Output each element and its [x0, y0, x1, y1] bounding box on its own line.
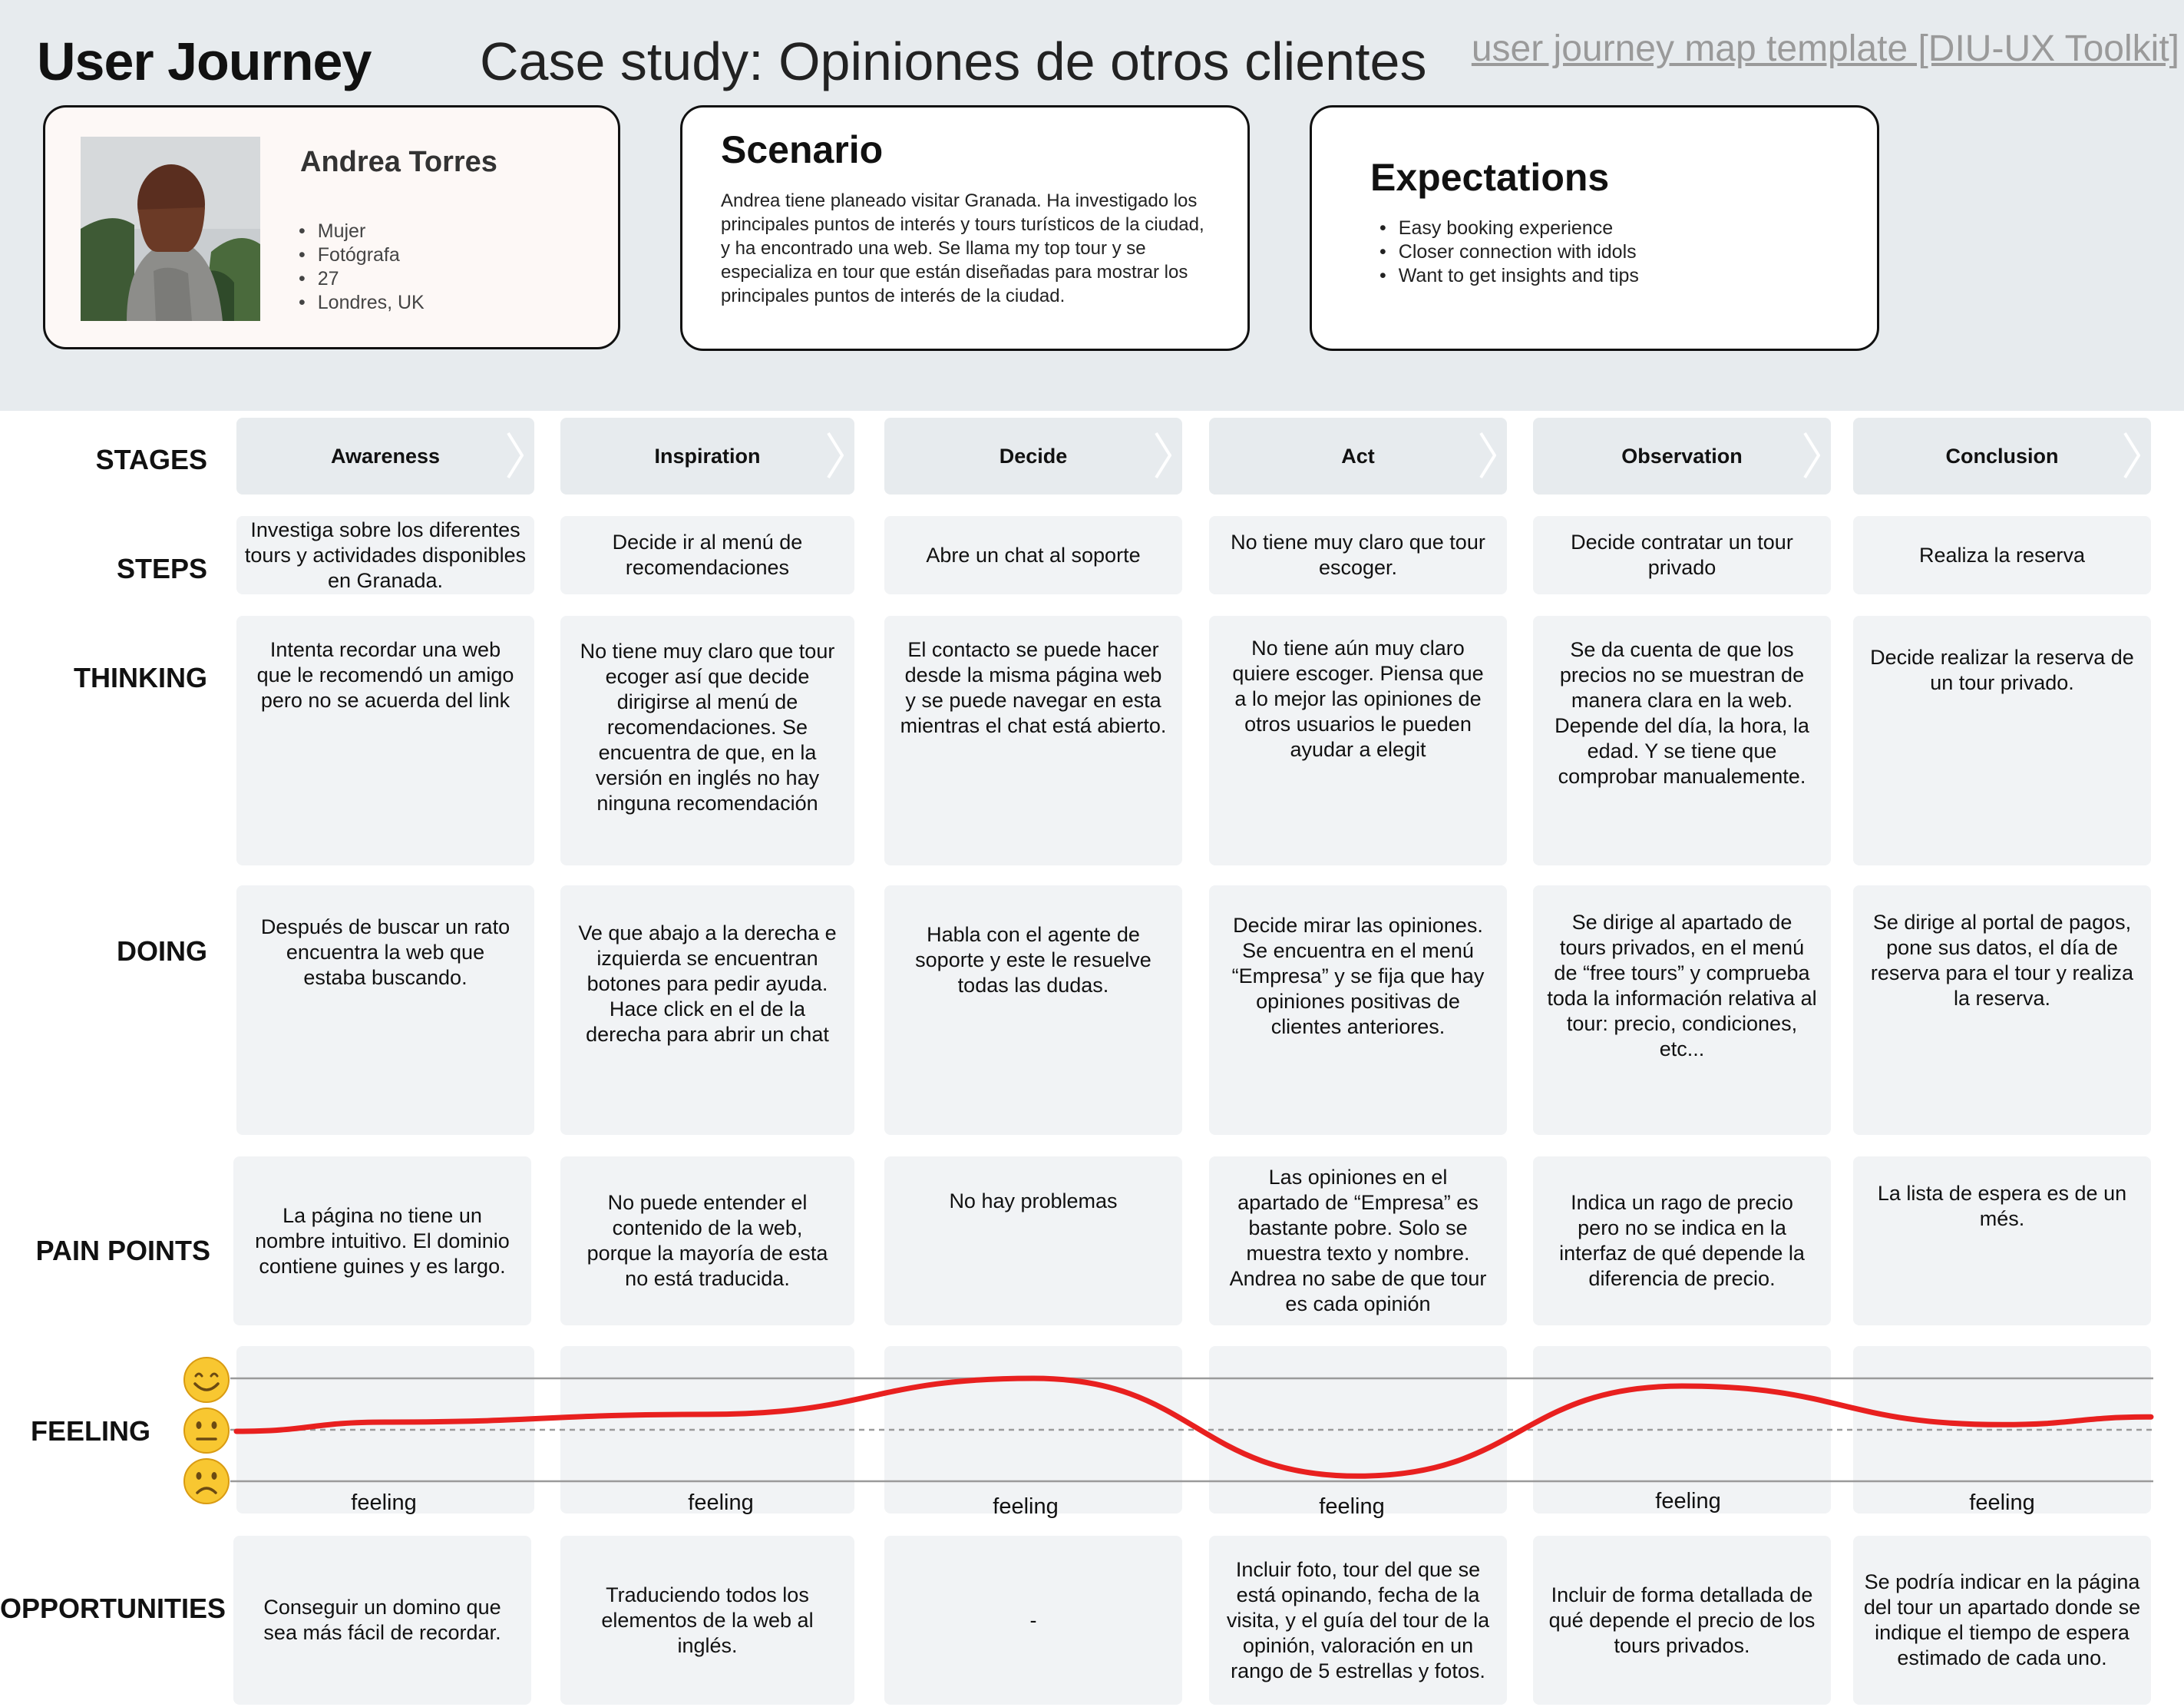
- step-cell: Decide ir al menú de recomendaciones: [560, 516, 854, 594]
- feeling-label: feeling: [1969, 1490, 2035, 1515]
- expectations-card: Expectations Easy booking experience Clo…: [1310, 105, 1879, 351]
- chevron-right-icon: [1155, 432, 1171, 479]
- step-cell: Decide contratar un tour privado: [1533, 516, 1831, 594]
- row-label-doing: DOING: [116, 935, 207, 967]
- row-label-feeling: FEELING: [30, 1415, 150, 1447]
- row-label-opportunities: OPPORTUNITIES: [0, 1593, 226, 1624]
- feeling-label: feeling: [1655, 1489, 1721, 1513]
- happy-face-icon: [183, 1357, 230, 1403]
- thinking-cell: No tiene aún muy claro quiere escoger. P…: [1209, 616, 1507, 865]
- opportunity-cell: Traduciendo todos los elementos de la we…: [560, 1536, 854, 1705]
- step-cell: Abre un chat al soporte: [884, 516, 1182, 594]
- row-label-steps: STEPS: [116, 553, 207, 584]
- expectation-item: Closer connection with idols: [1379, 240, 1639, 264]
- thinking-cell: No tiene muy claro que tour ecoger así q…: [560, 616, 854, 865]
- scenario-text: Andrea tiene planeado visitar Granada. H…: [721, 190, 1204, 306]
- pain-point-cell: Indica un rago de precio pero no se indi…: [1533, 1156, 1831, 1325]
- page-title: User Journey: [37, 31, 372, 91]
- feeling-curve: [233, 1375, 2154, 1479]
- thinking-cell: Intenta recordar una web que le recomend…: [236, 616, 534, 865]
- feeling-label: feeling: [688, 1490, 754, 1515]
- stage-observation: Observation: [1533, 418, 1831, 495]
- row-label-pain-points: PAIN POINTS: [35, 1235, 210, 1266]
- thinking-cell: Se da cuenta de que los precios no se mu…: [1533, 616, 1831, 865]
- pain-point-cell: No hay problemas: [884, 1156, 1182, 1325]
- expectations-list: Easy booking experience Closer connectio…: [1379, 217, 1639, 288]
- feeling-label: feeling: [351, 1490, 417, 1515]
- row-label-stages: STAGES: [95, 444, 207, 475]
- stage-act: Act: [1209, 418, 1507, 495]
- thinking-cell: Decide realizar la reserva de un tour pr…: [1853, 616, 2151, 865]
- neutral-face-icon: [183, 1408, 230, 1454]
- stage-conclusion: Conclusion: [1853, 418, 2151, 495]
- chevron-right-icon: [827, 432, 844, 479]
- persona-photo: [81, 137, 260, 321]
- stage-inspiration: Inspiration: [560, 418, 854, 495]
- sad-face-icon: [183, 1458, 230, 1504]
- doing-cell: Ve que abajo a la derecha e izquierda se…: [560, 885, 854, 1135]
- chevron-right-icon: [507, 432, 524, 479]
- stage-label: Awareness: [330, 444, 441, 468]
- persona-detail: Fotógrafa: [299, 243, 425, 267]
- stage-label: Conclusion: [1945, 444, 2059, 468]
- pain-point-cell: La página no tiene un nombre intuitivo. …: [233, 1156, 531, 1325]
- persona-detail: 27: [299, 267, 425, 291]
- persona-detail: Mujer: [299, 220, 425, 243]
- doing-cell: Después de buscar un rato encuentra la w…: [236, 885, 534, 1135]
- feeling-label: feeling: [993, 1494, 1059, 1519]
- persona-name: Andrea Torres: [300, 146, 497, 178]
- chevron-right-icon: [1479, 432, 1496, 479]
- toolkit-link[interactable]: user journey map template [DIU-UX Toolki…: [1471, 28, 2179, 69]
- persona-card: Andrea Torres Mujer Fotógrafa 27 Londres…: [43, 105, 620, 349]
- stage-decide: Decide: [884, 418, 1182, 495]
- expectation-item: Want to get insights and tips: [1379, 264, 1639, 288]
- scenario-card: Scenario Andrea tiene planeado visitar G…: [680, 105, 1250, 351]
- case-study-title: Case study: Opiniones de otros clientes: [480, 31, 1427, 91]
- doing-cell: Decide mirar las opiniones. Se encuentra…: [1209, 885, 1507, 1135]
- opportunity-cell: Conseguir un domino que sea más fácil de…: [233, 1536, 531, 1705]
- opportunity-cell: Incluir foto, tour del que se está opina…: [1209, 1536, 1507, 1705]
- opportunity-cell: Se podría indicar en la página del tour …: [1853, 1536, 2151, 1705]
- feeling-cell: [560, 1346, 854, 1513]
- row-label-thinking: THINKING: [74, 662, 207, 693]
- chevron-right-icon: [1803, 432, 1820, 479]
- step-cell: No tiene muy claro que tour escoger.: [1209, 516, 1507, 594]
- stage-label: Decide: [999, 444, 1068, 468]
- expectation-item: Easy booking experience: [1379, 217, 1639, 240]
- feeling-label: feeling: [1319, 1494, 1385, 1519]
- thinking-cell: El contacto se puede hacer desde la mism…: [884, 616, 1182, 865]
- stage-label: Observation: [1621, 444, 1743, 468]
- expectations-title: Expectations: [1370, 156, 1610, 199]
- stage-label: Act: [1341, 444, 1375, 468]
- pain-point-cell: No puede entender el contenido de la web…: [560, 1156, 854, 1325]
- pain-point-cell: La lista de espera es de un més.: [1853, 1156, 2151, 1325]
- scenario-title: Scenario: [721, 128, 884, 171]
- step-cell: Realiza la reserva: [1853, 516, 2151, 594]
- opportunity-cell: Incluir de forma detallada de qué depend…: [1533, 1536, 1831, 1705]
- pain-point-cell: Las opiniones en el apartado de “Empresa…: [1209, 1156, 1507, 1325]
- doing-cell: Se dirige al apartado de tours privados,…: [1533, 885, 1831, 1135]
- doing-cell: Habla con el agente de soporte y este le…: [884, 885, 1182, 1135]
- step-cell: Investiga sobre los diferentes tours y a…: [236, 516, 534, 594]
- persona-detail: Londres, UK: [299, 291, 425, 315]
- chevron-right-icon: [2123, 432, 2140, 479]
- stage-label: Inspiration: [654, 444, 761, 468]
- stage-awareness: Awareness: [236, 418, 534, 495]
- opportunity-cell: -: [884, 1536, 1182, 1705]
- persona-details: Mujer Fotógrafa 27 Londres, UK: [299, 220, 425, 315]
- doing-cell: Se dirige al portal de pagos, pone sus d…: [1853, 885, 2151, 1135]
